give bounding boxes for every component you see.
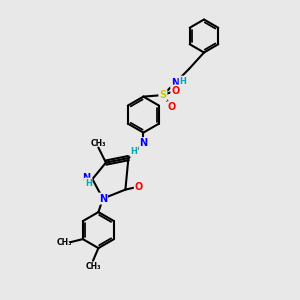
Text: CH₃: CH₃ — [56, 238, 72, 247]
Text: N: N — [171, 77, 180, 88]
Text: O: O — [135, 182, 143, 192]
Text: O: O — [168, 102, 176, 112]
Text: CH₃: CH₃ — [85, 262, 101, 271]
Text: N: N — [139, 138, 148, 148]
Text: H: H — [180, 76, 186, 85]
Text: N: N — [82, 172, 90, 183]
Text: CH₃: CH₃ — [91, 140, 106, 148]
Text: N: N — [99, 194, 107, 204]
Text: H: H — [130, 147, 137, 156]
Text: S: S — [159, 90, 167, 100]
Text: H: H — [85, 178, 92, 188]
Text: O: O — [171, 85, 180, 96]
